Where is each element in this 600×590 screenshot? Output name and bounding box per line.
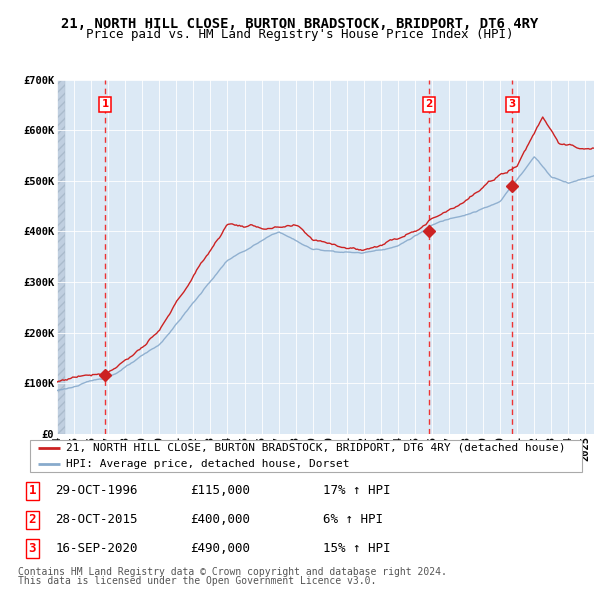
Text: HPI: Average price, detached house, Dorset: HPI: Average price, detached house, Dors… (66, 459, 349, 469)
Text: 21, NORTH HILL CLOSE, BURTON BRADSTOCK, BRIDPORT, DT6 4RY: 21, NORTH HILL CLOSE, BURTON BRADSTOCK, … (61, 17, 539, 31)
Text: £490,000: £490,000 (191, 542, 251, 555)
FancyBboxPatch shape (30, 440, 582, 472)
Text: 28-OCT-2015: 28-OCT-2015 (55, 513, 138, 526)
Text: This data is licensed under the Open Government Licence v3.0.: This data is licensed under the Open Gov… (18, 576, 376, 586)
Text: 6% ↑ HPI: 6% ↑ HPI (323, 513, 383, 526)
Text: 21, NORTH HILL CLOSE, BURTON BRADSTOCK, BRIDPORT, DT6 4RY (detached house): 21, NORTH HILL CLOSE, BURTON BRADSTOCK, … (66, 442, 565, 453)
Text: 15% ↑ HPI: 15% ↑ HPI (323, 542, 391, 555)
Text: 2: 2 (28, 513, 36, 526)
Text: 2: 2 (425, 100, 433, 109)
Text: 16-SEP-2020: 16-SEP-2020 (55, 542, 138, 555)
Text: £115,000: £115,000 (191, 484, 251, 497)
Text: 1: 1 (101, 100, 109, 109)
Text: 3: 3 (509, 100, 516, 109)
Text: 29-OCT-1996: 29-OCT-1996 (55, 484, 138, 497)
Text: Contains HM Land Registry data © Crown copyright and database right 2024.: Contains HM Land Registry data © Crown c… (18, 568, 447, 577)
Text: 1: 1 (28, 484, 36, 497)
Text: Price paid vs. HM Land Registry's House Price Index (HPI): Price paid vs. HM Land Registry's House … (86, 28, 514, 41)
Bar (57, 80, 65, 434)
Text: 3: 3 (28, 542, 36, 555)
Text: £400,000: £400,000 (191, 513, 251, 526)
Text: 17% ↑ HPI: 17% ↑ HPI (323, 484, 391, 497)
